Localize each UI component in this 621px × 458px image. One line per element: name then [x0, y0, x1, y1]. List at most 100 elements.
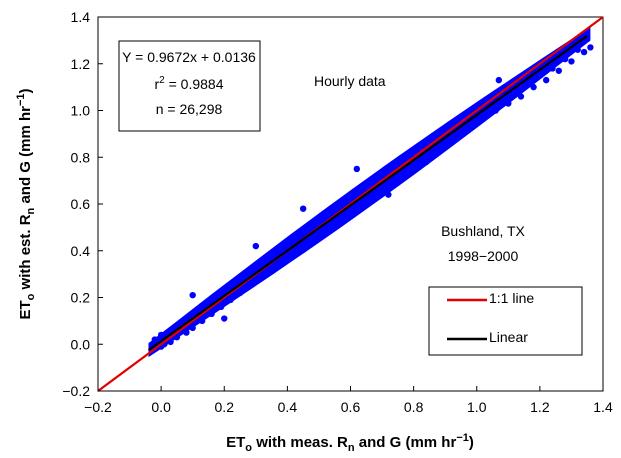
scatter-point — [423, 158, 430, 166]
scatter-point — [483, 111, 490, 119]
scatter-point — [290, 235, 297, 243]
y-title-main: ET — [17, 300, 34, 319]
x-tick-label: 1.0 — [467, 399, 487, 415]
scatter-point — [167, 338, 174, 346]
scatter-point — [492, 107, 499, 114]
equation-box — [118, 40, 261, 132]
x-title-main: ET — [226, 434, 245, 451]
scatter-point — [331, 221, 338, 229]
x-tick-label: 0.4 — [278, 399, 298, 415]
scatter-point — [426, 151, 433, 159]
scatter-point — [505, 100, 512, 107]
scatter-point — [255, 275, 263, 282]
scatter-point — [189, 324, 196, 332]
y-tick-label: 0.2 — [71, 290, 91, 306]
scatter-point — [517, 93, 525, 100]
scatter-point — [309, 221, 316, 229]
scatter-point — [435, 144, 443, 152]
y-title-sub2: n — [25, 207, 37, 214]
scatter-point — [454, 133, 462, 140]
scatter-point — [243, 270, 250, 278]
scatter-point — [176, 320, 184, 327]
scatter-point — [252, 263, 260, 271]
scatter-point — [375, 175, 383, 182]
scatter-point — [312, 233, 319, 240]
y-tick-label: 0.0 — [71, 336, 91, 352]
ticks-layer: −0.2 0.0 0.2 0.4 0.6 0.8 1.0 1.2 1.4 −0.2 0.0 0.2 0.… — [62, 9, 613, 415]
scatter-point — [366, 182, 373, 189]
scatter-point — [281, 242, 288, 250]
scatter-point — [337, 203, 345, 210]
scatter-point — [151, 336, 159, 343]
scatter-point — [208, 310, 215, 318]
y-title-tail: and G (mm hr — [17, 106, 34, 208]
r-squared-value: = 0.9884 — [165, 76, 224, 92]
x-axis-title: ETo with meas. Rn and G (mm hr−1) — [226, 432, 474, 454]
scatter-point — [284, 254, 291, 261]
scatter-point — [205, 298, 212, 306]
regression-equation: Y = 0.9672x + 0.0136 — [122, 49, 256, 65]
one-to-one-line — [97, 16, 604, 392]
scatter-point — [356, 189, 364, 196]
scatter-point — [587, 44, 594, 51]
scatter-point — [299, 205, 307, 212]
y-tick-label: −0.2 — [62, 383, 90, 399]
x-tick-label: 0.0 — [151, 399, 171, 415]
years-label: 1998−2000 — [448, 248, 519, 264]
scatter-point — [293, 247, 301, 254]
scatter-point — [407, 165, 414, 173]
scatter-point — [227, 296, 234, 304]
y-tick-label: 1.2 — [71, 56, 91, 72]
scatter-point — [385, 191, 392, 198]
scatter-point — [221, 315, 228, 322]
scatter-point — [388, 179, 395, 187]
scatter-point — [530, 83, 537, 91]
scatter-point — [189, 291, 196, 299]
x-title-sub1: o — [245, 442, 252, 454]
scatter-point — [274, 261, 282, 268]
scatter-point — [265, 268, 272, 275]
scatter-point — [473, 118, 480, 126]
legend — [428, 286, 583, 356]
x-title-end: ) — [469, 434, 474, 451]
y-tick-label: 1.4 — [71, 9, 91, 25]
y-axis-title: ETo with est. Rn and G (mm hr−1) — [15, 88, 37, 319]
y-tick-label: 1.0 — [71, 103, 91, 119]
scatter-point — [271, 249, 278, 257]
scatter-point — [252, 242, 260, 250]
y-title-mid: with est. R — [17, 214, 34, 293]
y-tick-label: 0.4 — [71, 243, 91, 259]
scatter-point — [495, 76, 503, 84]
scatter-point — [580, 48, 588, 56]
x-title-sup: −1 — [456, 432, 469, 444]
x-tick-label: 0.8 — [404, 399, 424, 415]
scatter-point — [183, 329, 190, 336]
scatter-point — [445, 140, 452, 147]
scatter-point — [350, 207, 357, 215]
scatter-point — [198, 317, 206, 325]
scatter-point — [378, 186, 386, 194]
x-title-sub2: n — [348, 442, 355, 454]
scatter-point — [157, 331, 165, 339]
y-title-end: ) — [17, 88, 34, 93]
scatter-point — [303, 240, 310, 247]
scatter-point — [568, 58, 575, 65]
r-squared-sup: 2 — [159, 75, 165, 86]
x-title-mid: with meas. R — [252, 434, 348, 451]
scatter-point — [224, 284, 231, 292]
y-title-sub1: o — [25, 293, 37, 300]
scatter-point — [347, 196, 354, 203]
regression-line — [147, 34, 588, 352]
x-tick-label: 0.6 — [341, 399, 361, 415]
scatter-point — [536, 72, 544, 79]
scatter-point — [170, 324, 177, 332]
x-tick-label: −0.2 — [84, 399, 112, 415]
x-tick-label: 0.2 — [215, 399, 235, 415]
x-tick-label: 1.2 — [530, 399, 550, 415]
data-note: Hourly data — [314, 73, 386, 89]
scatter-point — [353, 165, 361, 173]
scatter-point — [464, 126, 471, 133]
y-tick-label: 0.6 — [71, 196, 91, 212]
scatter-point — [359, 200, 367, 208]
